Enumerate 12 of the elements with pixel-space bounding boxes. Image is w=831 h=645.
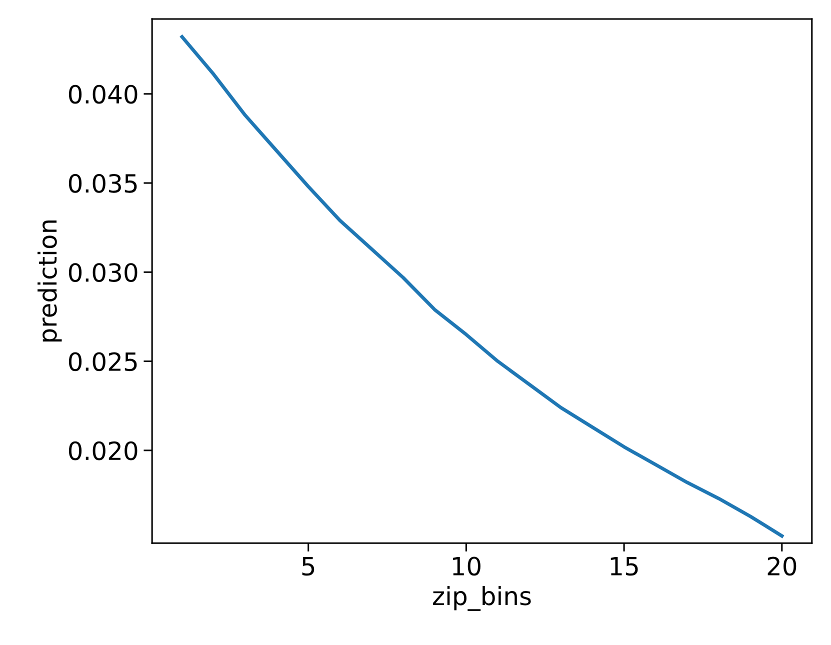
y-tick-label: 0.020 (68, 441, 138, 460)
y-tick-label: 0.030 (68, 263, 138, 282)
y-tick-label: 0.040 (68, 84, 138, 104)
y-axis-title: prediction (38, 220, 62, 342)
y-tick-label: 0.035 (68, 174, 137, 193)
x-tick-label: 20 (768, 556, 796, 576)
x-tick-label: 15 (610, 557, 638, 576)
x-tick-label: 5 (302, 557, 314, 576)
line-series (180, 35, 784, 538)
x-axis-title: zip_bins (432, 586, 531, 611)
y-tick-label: 0.025 (68, 352, 137, 372)
x-tick-label: 10 (453, 556, 480, 576)
